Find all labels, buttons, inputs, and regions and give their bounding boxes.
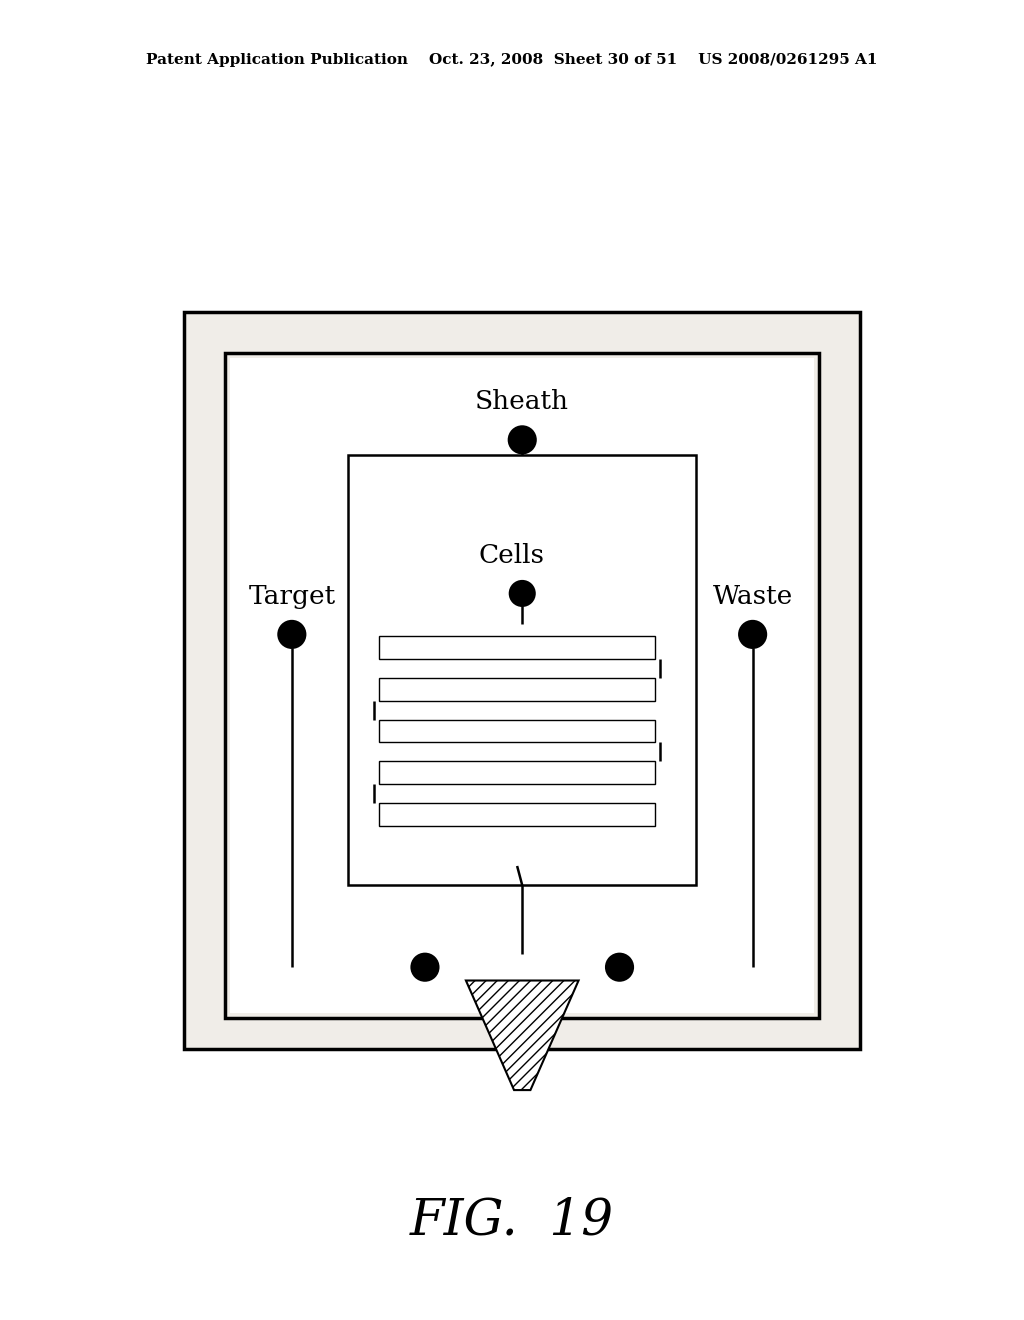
Circle shape [606, 954, 633, 981]
Bar [348, 455, 696, 886]
Bar [379, 678, 655, 701]
Circle shape [739, 622, 766, 648]
Text: Patent Application Publication    Oct. 23, 2008  Sheet 30 of 51    US 2008/02612: Patent Application Publication Oct. 23, … [146, 53, 878, 67]
Bar [225, 352, 819, 1019]
Circle shape [412, 954, 438, 981]
Text: Cells: Cells [479, 543, 545, 568]
Bar [379, 719, 655, 742]
Text: Target: Target [248, 583, 336, 609]
Bar [230, 358, 814, 1014]
Bar [379, 803, 655, 825]
Circle shape [510, 581, 535, 606]
Circle shape [509, 426, 536, 453]
Text: FIG.  19: FIG. 19 [410, 1196, 614, 1246]
Polygon shape [466, 981, 579, 1090]
Bar [379, 636, 655, 659]
Circle shape [279, 622, 305, 648]
Text: Waste: Waste [713, 583, 793, 609]
Bar [184, 312, 860, 1049]
Bar [379, 762, 655, 784]
Text: Sheath: Sheath [475, 389, 569, 414]
